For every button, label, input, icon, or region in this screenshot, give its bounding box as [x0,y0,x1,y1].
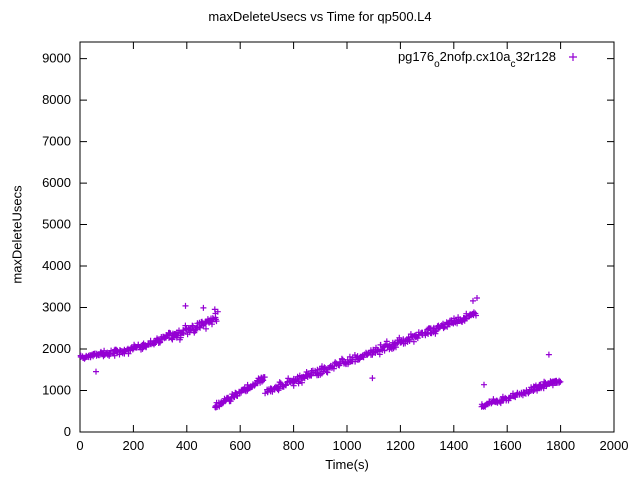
svg-text:5000: 5000 [42,217,71,232]
svg-text:3000: 3000 [42,300,71,315]
svg-text:6000: 6000 [42,175,71,190]
svg-text:400: 400 [176,438,198,453]
svg-text:1600: 1600 [493,438,522,453]
svg-text:1200: 1200 [386,438,415,453]
y-axis-ticks: 0 1000 2000 3000 4000 5000 6000 7000 8000 9000 [42,51,614,439]
svg-text:800: 800 [283,438,305,453]
x-axis-label: Time(s) [325,457,369,472]
svg-text:0: 0 [76,438,83,453]
svg-text:7000: 7000 [42,134,71,149]
svg-text:200: 200 [123,438,145,453]
plot-border [79,41,615,433]
svg-text:2000: 2000 [600,438,629,453]
svg-text:0: 0 [64,424,71,439]
svg-text:1400: 1400 [439,438,468,453]
svg-text:9000: 9000 [42,51,71,66]
svg-text:1000: 1000 [42,383,71,398]
svg-text:600: 600 [229,438,251,453]
data-points [77,295,564,411]
svg-text:8000: 8000 [42,92,71,107]
svg-text:pg176o2nofp.cx10ac32r128: pg176o2nofp.cx10ac32r128 [398,49,556,70]
x-axis-ticks: 0 200 400 600 800 1000 1200 1400 1600 1800 2000 [76,42,628,453]
legend: pg176o2nofp.cx10ac32r128 [398,49,577,70]
chart-title: maxDeleteUsecs vs Time for qp500.L4 [208,9,432,24]
svg-text:1000: 1000 [333,438,362,453]
svg-text:2000: 2000 [42,341,71,356]
svg-text:4000: 4000 [42,258,71,273]
svg-text:1800: 1800 [546,438,575,453]
